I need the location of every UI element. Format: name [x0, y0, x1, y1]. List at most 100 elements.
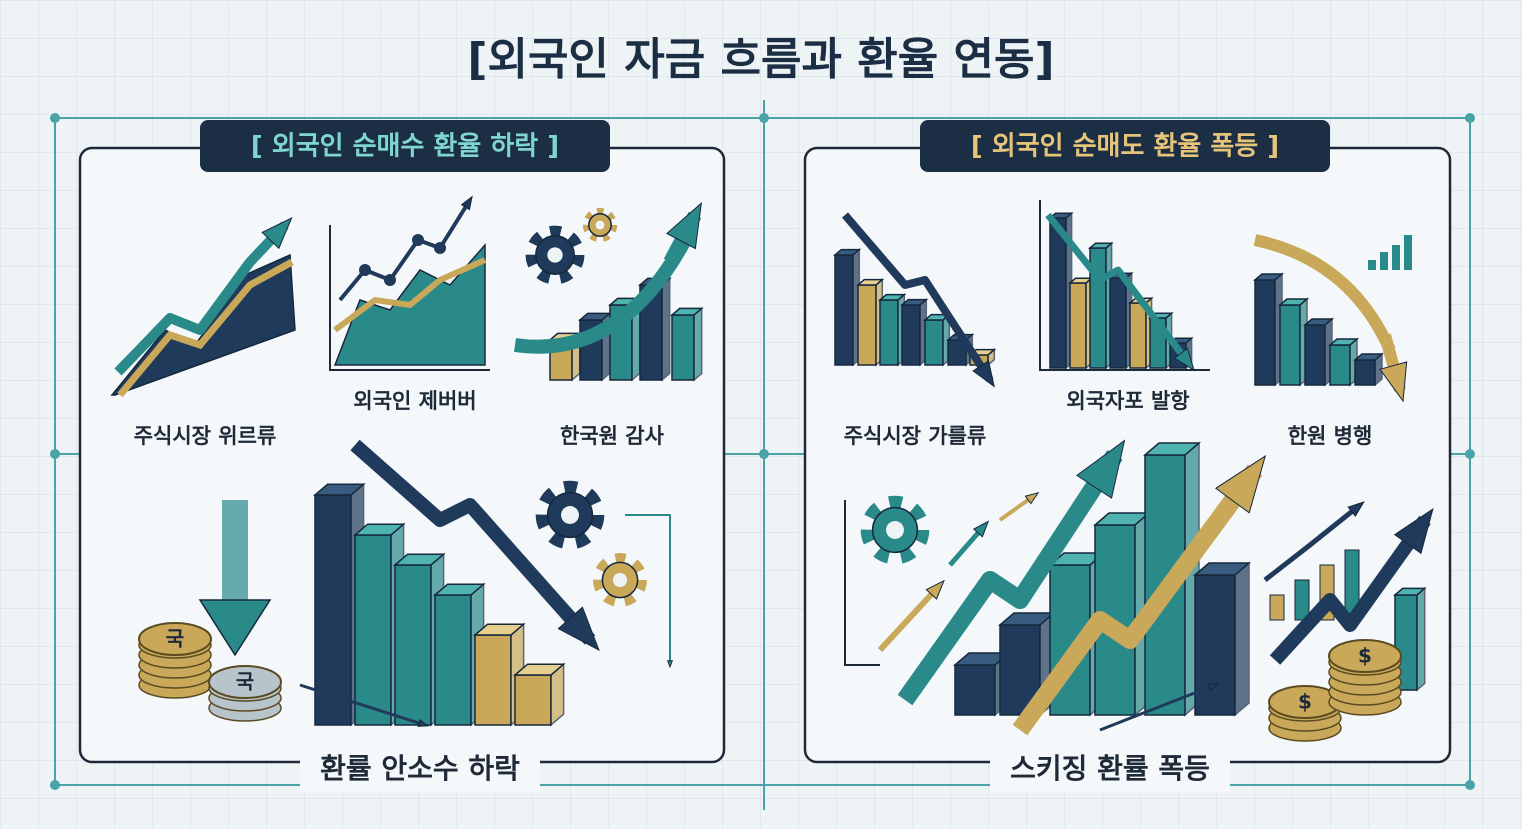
bar-illustration [1279, 304, 1301, 386]
arrow-head [557, 606, 600, 652]
arrow-head [417, 718, 430, 727]
bar-top [877, 293, 907, 301]
bar-illustration [434, 594, 472, 726]
illustrations: 국국$$ [110, 195, 1434, 742]
arrow-line [1099, 683, 1216, 732]
coin-label: 국 [236, 670, 254, 694]
axis-line [1039, 200, 1210, 371]
arrow-line [299, 683, 426, 727]
circuit-dots [50, 113, 1475, 790]
bar-illustration [1049, 217, 1067, 369]
coin-face [208, 665, 282, 699]
mini-bar [1294, 579, 1310, 621]
bar-top [669, 307, 704, 316]
bar-top [392, 553, 446, 566]
bar-top [512, 663, 566, 676]
axis-line [329, 225, 490, 371]
mini-bar [1380, 252, 1388, 270]
bar-illustration [1109, 277, 1127, 369]
arrow-head [1347, 501, 1365, 517]
arrow-line [625, 514, 671, 665]
arrow-head [1207, 683, 1220, 692]
coin-face [1328, 639, 1402, 673]
panel-heading: [ 외국인 순매수 환율 하락 ] [251, 132, 559, 162]
fade-bar [222, 500, 248, 600]
bar-illustration [879, 299, 899, 366]
bar-top [472, 623, 526, 636]
line-illustration [333, 257, 487, 333]
down-arrow [198, 599, 272, 657]
arrow-line [841, 212, 994, 383]
mini-bar [1392, 245, 1400, 270]
bar-illustration [514, 674, 552, 726]
coin-label: $ [1298, 690, 1312, 714]
panel-heading: [ 외국인 순매도 환율 폭등 ] [971, 132, 1279, 162]
bar-illustration [954, 664, 996, 716]
arrow-line [877, 582, 943, 653]
bar-side [661, 276, 671, 382]
arrow-line [1012, 464, 1263, 736]
arrow-line [1263, 503, 1362, 582]
bar-illustration [1329, 344, 1351, 386]
gear-hole [561, 506, 579, 524]
arrow-head [1214, 454, 1267, 514]
bar-top [1087, 242, 1114, 249]
bar-top [855, 278, 885, 286]
item-label: 외국자포 발항 [1066, 389, 1189, 413]
coin-face [138, 622, 212, 656]
bar-illustration [671, 314, 695, 381]
panel-caption: 환률 안소수 하락 [320, 752, 520, 785]
arrow-head [972, 520, 990, 538]
bar-top [1302, 318, 1335, 326]
bar-top [1142, 442, 1202, 456]
arrow-line [1045, 212, 1193, 368]
item-label: 한원 병행 [1288, 424, 1373, 448]
dot [412, 234, 424, 246]
arrow-head [1173, 347, 1195, 372]
bar-top [312, 483, 366, 496]
panel-heading-box [200, 120, 610, 172]
gear-hole [886, 521, 904, 539]
bar-top [832, 248, 862, 256]
bar-illustration [1194, 574, 1236, 716]
arrow-head [925, 579, 945, 600]
bar-side [1416, 586, 1426, 692]
item-label: 외국인 제버버 [353, 389, 476, 413]
arrow-head [1076, 439, 1126, 499]
curve-arrow [514, 236, 692, 354]
dot [359, 264, 371, 276]
bar-illustration [1069, 282, 1087, 369]
line-illustration [117, 258, 294, 398]
bar-illustration [1304, 324, 1326, 386]
bar-top [1352, 353, 1385, 361]
gear-hole [595, 220, 605, 230]
caption-box [990, 748, 1230, 792]
axis-line [844, 500, 880, 666]
caption-box [300, 748, 540, 792]
arrow-head [666, 201, 702, 250]
bar-illustration [1354, 359, 1376, 386]
bar-top [1277, 298, 1310, 306]
bar-top [1252, 273, 1285, 281]
mini-bar [1404, 235, 1412, 270]
bar-top [899, 298, 929, 306]
arrow-line [338, 198, 472, 302]
dot [434, 242, 446, 254]
curve-arrow [1253, 234, 1396, 353]
coin-label: 국 [166, 627, 184, 651]
arrow-line [114, 221, 289, 376]
bar-illustration [924, 319, 944, 366]
gear-teeth [535, 480, 605, 550]
bar-top [352, 523, 406, 536]
gear-teeth [593, 553, 647, 607]
gear-teeth [860, 495, 930, 565]
bar-top [1047, 212, 1074, 219]
bar-illustration [901, 304, 921, 366]
panel-heading-box [920, 120, 1330, 172]
bar-illustration [1129, 302, 1147, 369]
gear-hole [547, 247, 563, 263]
bar-illustration [1254, 279, 1276, 386]
bar-illustration [474, 634, 512, 726]
page-title: [외국인 자금 흐름과 환율 연동] [467, 34, 1054, 85]
